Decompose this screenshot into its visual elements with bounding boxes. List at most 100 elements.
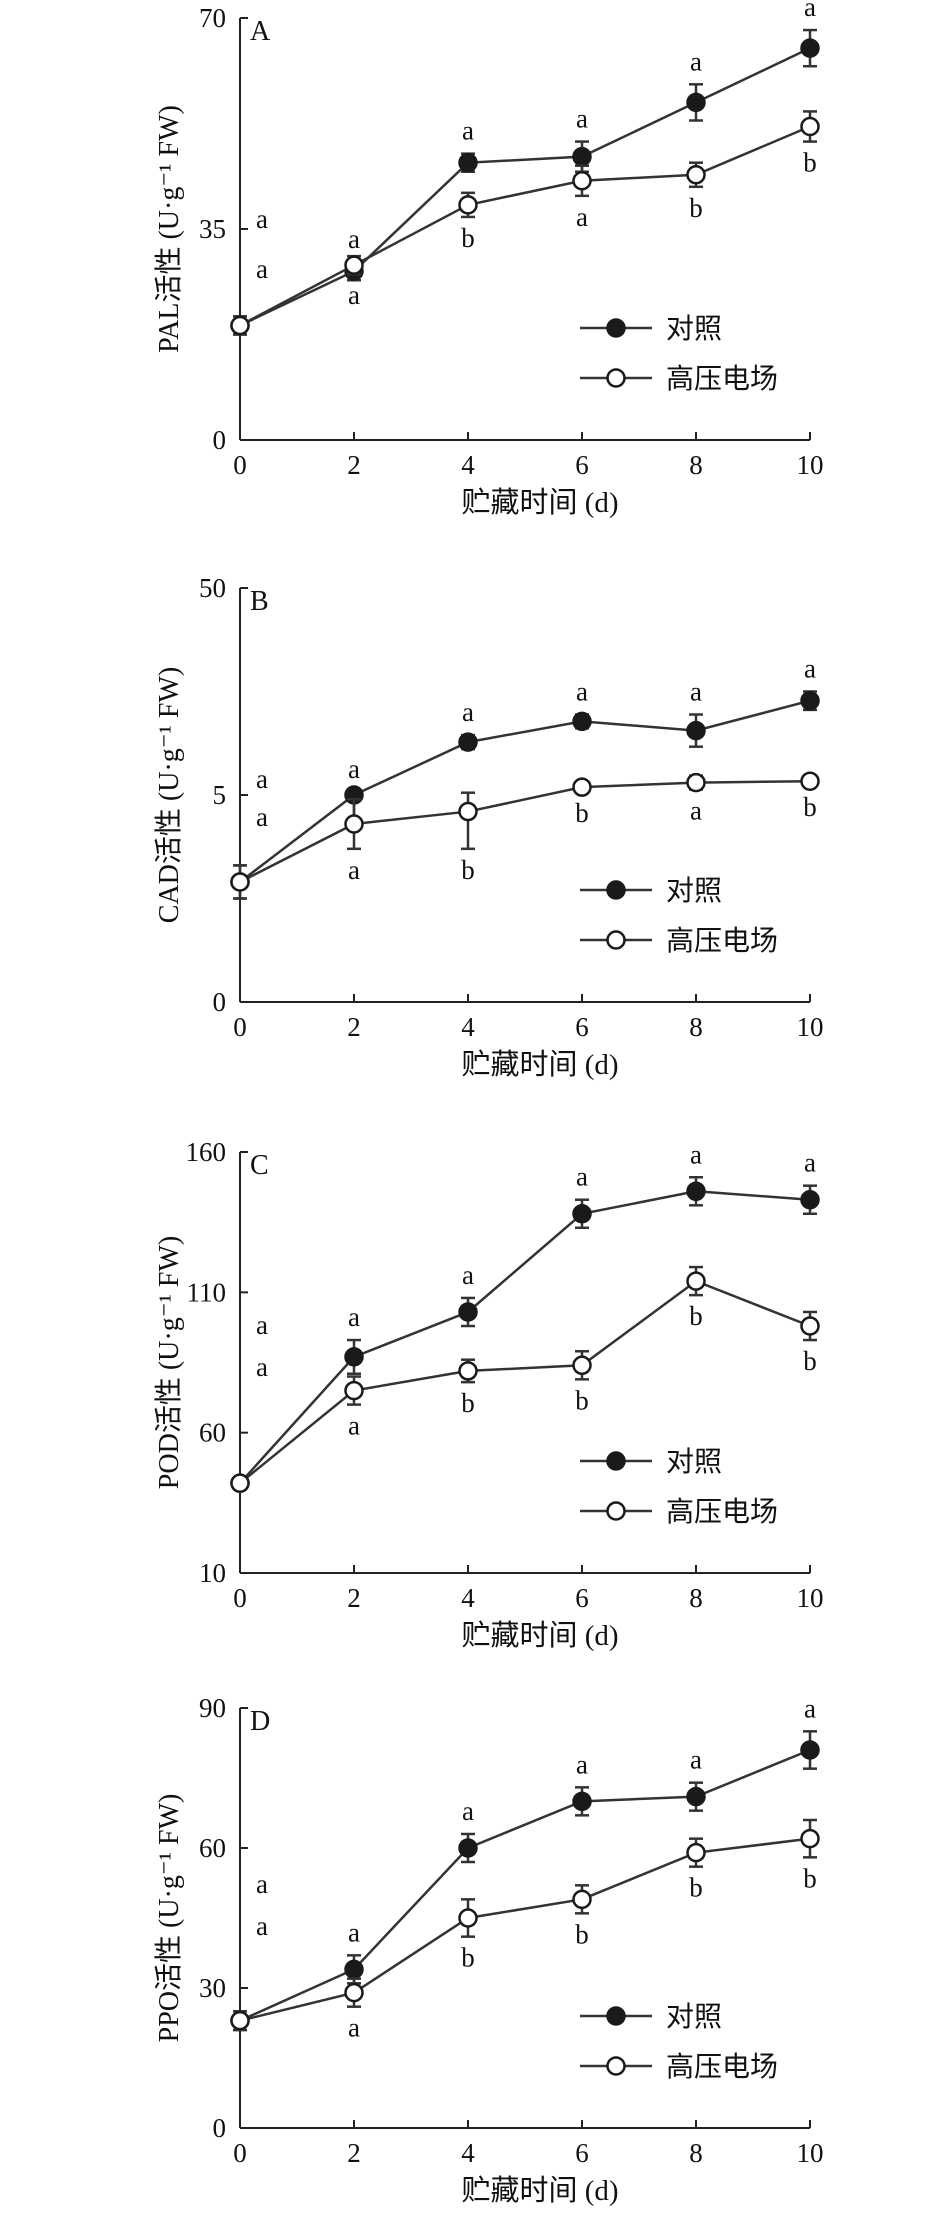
significance-letter: b xyxy=(575,1385,589,1415)
x-tick-label: 2 xyxy=(347,450,361,480)
x-tick-label: 2 xyxy=(347,1583,361,1613)
legend-label-control: 对照 xyxy=(666,2001,722,2033)
series-line-hvef xyxy=(239,779,811,884)
x-tick-label: 6 xyxy=(575,1012,589,1042)
x-axis-label: 贮藏时间 (d) xyxy=(461,1619,618,1652)
x-axis-label: 贮藏时间 (d) xyxy=(461,2174,618,2207)
significance-letter: a xyxy=(804,0,816,22)
x-tick-label: 4 xyxy=(461,2138,475,2168)
data-point-control xyxy=(686,92,706,113)
data-point-control xyxy=(458,152,478,173)
panel-letter: D xyxy=(250,1706,270,1737)
significance-letter: a xyxy=(256,204,268,234)
y-tick-label: 0 xyxy=(213,2113,227,2143)
x-tick-label: 0 xyxy=(233,2138,247,2168)
significance-letter: b xyxy=(689,193,703,223)
y-tick-label: 35 xyxy=(199,214,226,244)
significance-letter: a xyxy=(256,1869,268,1899)
series-line-control xyxy=(239,47,811,327)
y-tick-label: 60 xyxy=(199,1418,226,1448)
significance-letter: a xyxy=(462,697,474,727)
series-line-control xyxy=(239,699,811,883)
significance-letter: a xyxy=(576,1749,588,1779)
significance-letter: a xyxy=(256,254,268,284)
legend-marker-control xyxy=(606,2006,626,2026)
legend-label-hvef: 高压电场 xyxy=(666,1496,778,1528)
data-point-hvef xyxy=(230,315,250,336)
data-point-hvef xyxy=(572,171,592,191)
data-point-hvef xyxy=(458,1361,478,1381)
data-point-hvef xyxy=(458,1908,478,1928)
y-axis-label: POD活性 (U·g⁻¹ FW) xyxy=(153,1236,185,1489)
y-tick-label: 50 xyxy=(199,573,226,603)
significance-letter: a xyxy=(690,46,702,76)
data-point-hvef xyxy=(800,1828,820,1849)
significance-letter: a xyxy=(804,1148,816,1178)
x-axis-label: 贮藏时间 (d) xyxy=(461,1048,618,1081)
data-point-hvef xyxy=(686,164,706,185)
x-tick-label: 0 xyxy=(233,1583,247,1613)
data-point-hvef xyxy=(458,195,478,215)
significance-letter: b xyxy=(461,855,475,885)
data-point-control xyxy=(800,1189,820,1210)
significance-letter: a xyxy=(256,1310,268,1340)
data-point-hvef xyxy=(572,1889,592,1910)
x-tick-label: 0 xyxy=(233,1012,247,1042)
significance-letter: b xyxy=(803,148,817,178)
x-tick-label: 8 xyxy=(689,2138,703,2168)
significance-letter: a xyxy=(256,802,268,832)
data-point-hvef xyxy=(344,1982,364,2003)
significance-letter: a xyxy=(462,116,474,146)
significance-letter: a xyxy=(576,104,588,134)
data-point-control xyxy=(344,1347,364,1367)
x-tick-label: 6 xyxy=(575,2138,589,2168)
significance-letter: b xyxy=(803,1346,817,1376)
data-point-hvef xyxy=(572,1355,592,1376)
y-tick-label: 90 xyxy=(199,1693,226,1723)
data-point-hvef xyxy=(230,2010,250,2031)
data-point-control xyxy=(800,1740,820,1760)
significance-letter: b xyxy=(461,1943,475,1973)
significance-letter: a xyxy=(348,280,360,310)
x-tick-label: 8 xyxy=(689,1012,703,1042)
significance-letter: a xyxy=(256,1352,268,1382)
panel-letter: B xyxy=(250,586,269,617)
data-point-hvef xyxy=(230,872,250,892)
significance-letter: a xyxy=(576,677,588,707)
data-point-control xyxy=(572,1203,592,1224)
data-point-hvef xyxy=(800,116,820,137)
x-tick-label: 10 xyxy=(797,2138,824,2168)
y-tick-label: 30 xyxy=(199,1973,226,2003)
y-tick-label: 0 xyxy=(213,425,227,455)
significance-letter: b xyxy=(461,223,475,253)
legend-marker-hvef xyxy=(606,1501,626,1521)
significance-letter: a xyxy=(804,1693,816,1723)
legend-label-control: 对照 xyxy=(666,1446,722,1478)
legend-marker-control xyxy=(606,318,626,338)
data-point-hvef xyxy=(344,255,364,275)
data-point-hvef xyxy=(344,1380,364,1401)
significance-letter: a xyxy=(690,1139,702,1169)
significance-letter: b xyxy=(803,792,817,822)
y-tick-label: 70 xyxy=(199,3,226,33)
data-point-control xyxy=(800,690,820,711)
data-point-hvef xyxy=(800,771,820,791)
significance-letter: a xyxy=(348,855,360,885)
legend-label-hvef: 高压电场 xyxy=(666,2051,778,2083)
data-point-control xyxy=(344,1959,364,1980)
y-tick-label: 5 xyxy=(213,780,227,810)
significance-letter: b xyxy=(461,1388,475,1418)
legend-label-control: 对照 xyxy=(666,875,722,907)
significance-letter: a xyxy=(348,2013,360,2043)
significance-letter: a xyxy=(256,1911,268,1941)
legend-marker-hvef xyxy=(606,930,626,950)
legend-label-hvef: 高压电场 xyxy=(666,363,778,395)
significance-letter: b xyxy=(575,798,589,828)
x-tick-label: 6 xyxy=(575,450,589,480)
